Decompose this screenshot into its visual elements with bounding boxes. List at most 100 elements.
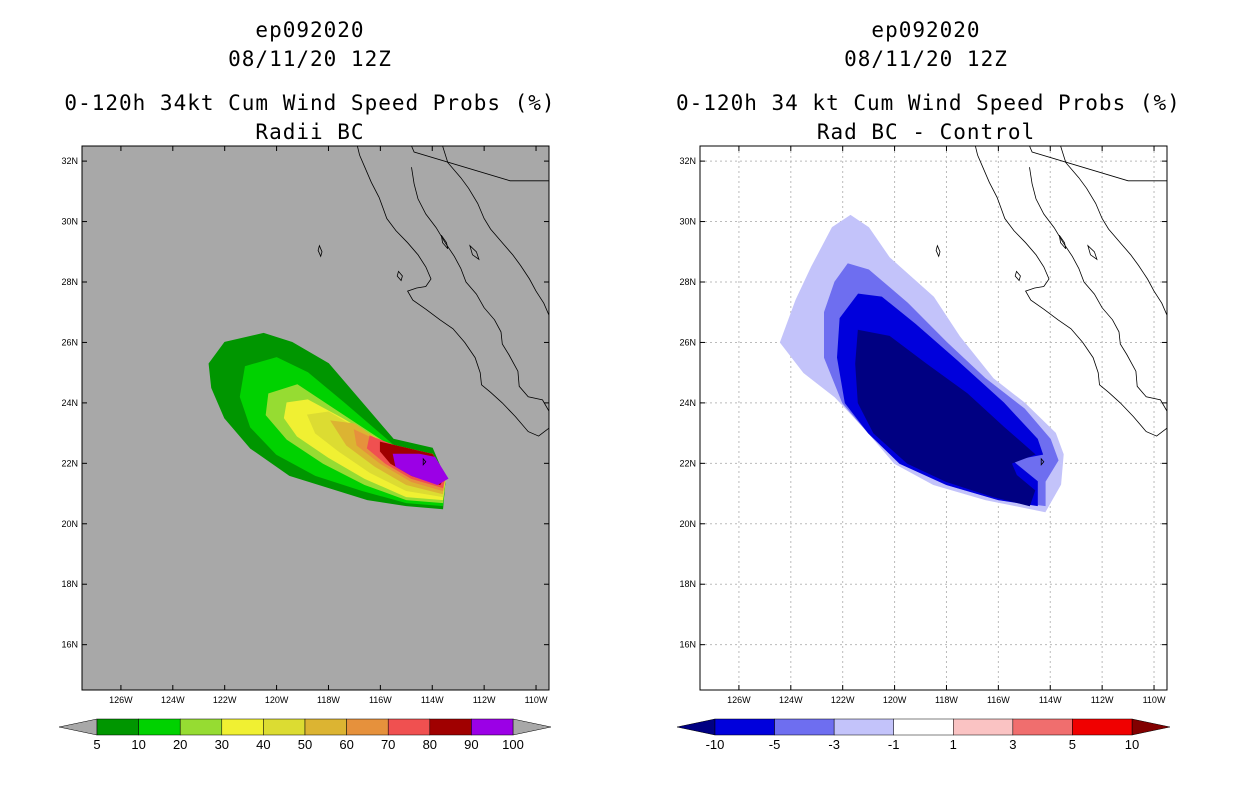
- colorbar-swatch: [304, 718, 347, 736]
- lon-tick-label: 114W: [1039, 695, 1062, 705]
- colorbar-swatch: [179, 718, 223, 736]
- right-difference-contours: [779, 214, 1064, 513]
- right-coastline: [935, 146, 1167, 466]
- left-datetime: 08/11/20 12Z: [228, 47, 392, 71]
- island: [396, 270, 403, 282]
- lat-tick-label: 16N: [61, 640, 78, 650]
- lon-tick-label: 116W: [987, 695, 1010, 705]
- mainland-coastline: [442, 146, 549, 319]
- lat-tick-label: 20N: [679, 519, 696, 529]
- island: [317, 244, 323, 258]
- lat-tick-label: 24N: [61, 398, 78, 408]
- colorbar-label: -10: [706, 737, 725, 752]
- colorbar-label: -3: [828, 737, 840, 752]
- us-mexico-border: [395, 146, 549, 182]
- colorbar-label: 80: [423, 737, 437, 752]
- colorbar-label: 5: [93, 737, 100, 752]
- lat-tick-label: 24N: [679, 398, 696, 408]
- island: [1058, 234, 1067, 250]
- colorbar-label: -5: [769, 737, 781, 752]
- left-coastline: [317, 146, 549, 466]
- colorbar-swatch: [774, 718, 835, 736]
- lat-tick-label: 16N: [679, 640, 696, 650]
- lon-tick-label: 120W: [883, 695, 907, 705]
- right-product-title: 0-120h 34 kt Cum Wind Speed Probs (%): [676, 91, 1181, 115]
- colorbar-label: 70: [381, 737, 395, 752]
- lat-tick-label: 26N: [679, 337, 696, 347]
- island: [1087, 244, 1098, 261]
- lon-tick-label: 126W: [109, 695, 133, 705]
- colorbar-swatch: [1072, 718, 1133, 736]
- island: [440, 234, 449, 250]
- lat-tick-label: 18N: [61, 579, 78, 589]
- lon-tick-label: 118W: [935, 695, 958, 705]
- right-datetime: 08/11/20 12Z: [844, 47, 1008, 71]
- lat-tick-label: 32N: [679, 156, 696, 166]
- colorbar-label: 60: [339, 737, 353, 752]
- colorbar-label: 30: [215, 737, 229, 752]
- right-colorbar: -10 -5 -3 -1 1 3 5 10: [676, 718, 1171, 752]
- colorbar-label: 20: [173, 737, 187, 752]
- colorbar-label: 40: [256, 737, 270, 752]
- lon-tick-label: 116W: [369, 695, 392, 705]
- us-mexico-border: [1013, 146, 1167, 182]
- lon-tick-label: 118W: [317, 695, 340, 705]
- lon-tick-label: 122W: [213, 695, 237, 705]
- lon-tick-label: 124W: [779, 695, 803, 705]
- left-storm-id: ep092020: [255, 18, 365, 42]
- colorbar-label: 10: [1125, 737, 1139, 752]
- colorbar-swatch: [387, 718, 431, 736]
- mainland-coastline: [1060, 146, 1167, 319]
- lat-tick-label: 30N: [679, 217, 696, 227]
- lon-tick-label: 110W: [525, 695, 548, 705]
- left-product-title: 0-120h 34kt Cum Wind Speed Probs (%): [64, 91, 556, 115]
- left-subtitle: Radii BC: [255, 120, 365, 144]
- colorbar-swatch: [1012, 718, 1073, 736]
- lat-tick-label: 32N: [61, 156, 78, 166]
- right-map-panel: 32N 30N 28N 26N 24N 22N 20N 18N 16N 126W 124W 122W 1…: [679, 145, 1168, 705]
- colorbar-swatch: [429, 718, 472, 736]
- lon-tick-label: 124W: [161, 695, 185, 705]
- baja-coastline: [974, 146, 1167, 437]
- lon-tick-label: 110W: [1143, 695, 1166, 705]
- colorbar-swatch: [263, 718, 306, 736]
- lat-tick-label: 26N: [61, 337, 78, 347]
- colorbar-swatch: [893, 718, 954, 736]
- colorbar-label: 50: [298, 737, 312, 752]
- lon-tick-label: 122W: [831, 695, 855, 705]
- colorbar-swatch: [833, 718, 894, 736]
- island: [935, 244, 941, 258]
- colorbar-high-end: [512, 718, 552, 736]
- lon-tick-label: 112W: [473, 695, 496, 705]
- contour-level--10: [855, 329, 1036, 507]
- left-map-frame: [81, 145, 550, 691]
- island: [1014, 270, 1021, 282]
- colorbar-label: 3: [1009, 737, 1016, 752]
- left-axis-ticks: 32N 30N 28N 26N 24N 22N 20N 18N 16N 126W 124W 122W 1…: [61, 146, 549, 705]
- lon-tick-label: 114W: [421, 695, 444, 705]
- right-axis-ticks: 32N 30N 28N 26N 24N 22N 20N 18N 16N 126W 124W 122W 1…: [679, 146, 1167, 705]
- colorbar-swatch: [138, 718, 181, 736]
- colorbar-label: 100: [502, 737, 524, 752]
- contour-level-90: [392, 453, 449, 486]
- lat-tick-label: 28N: [679, 277, 696, 287]
- right-subtitle: Rad BC - Control: [816, 120, 1036, 144]
- colorbar-low-end: [676, 718, 716, 736]
- right-storm-id: ep092020: [871, 18, 981, 42]
- baja-coastline: [356, 146, 549, 437]
- colorbar-swatch: [471, 718, 514, 736]
- colorbar-label: 5: [1069, 737, 1076, 752]
- colorbar-swatch: [714, 718, 775, 736]
- colorbar-high-end: [1131, 718, 1171, 736]
- colorbar-label: 90: [464, 737, 478, 752]
- lon-tick-label: 126W: [727, 695, 751, 705]
- lat-tick-label: 18N: [679, 579, 696, 589]
- colorbar-swatch: [346, 718, 389, 736]
- colorbar-swatch: [96, 718, 139, 736]
- lon-tick-label: 120W: [265, 695, 289, 705]
- lat-tick-label: 22N: [61, 458, 78, 468]
- colorbar-swatch: [953, 718, 1014, 736]
- island: [469, 244, 480, 261]
- colorbar-label: 10: [131, 737, 145, 752]
